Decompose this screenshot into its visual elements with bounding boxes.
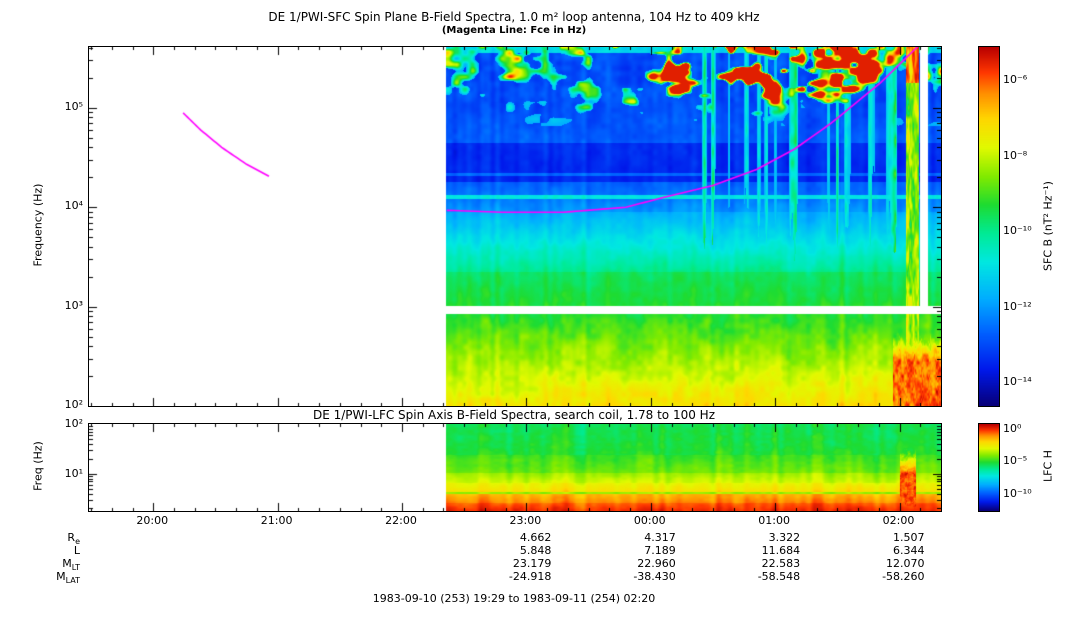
sfc-cbar-tick--6: 10⁻⁶ [1003, 73, 1028, 86]
ephemeris-value: -24.918 [508, 570, 552, 583]
ephemeris-value: 7.189 [644, 544, 676, 557]
time-tick-00:00: 00:00 [633, 514, 666, 527]
lfc-spectrogram-canvas [89, 424, 941, 511]
ephemeris-value: -58.260 [882, 570, 925, 583]
time-tick-21:00: 21:00 [260, 514, 293, 527]
ephemeris-value: 23.179 [512, 557, 552, 570]
ephemeris-value: 4.317 [644, 531, 676, 544]
lfc-cbar-tick-0: 10⁰ [1003, 421, 1022, 435]
ephemeris-value: 22.583 [761, 557, 801, 570]
ephemeris-value: 3.322 [768, 531, 801, 544]
lfc-colorbar-label: LFC H [1041, 450, 1055, 482]
ephemeris-value: -38.430 [633, 570, 676, 583]
ephemeris-value: 6.344 [893, 544, 925, 557]
sfc-ytick-3: 10³ [64, 298, 83, 312]
sfc-y-axis-label: Frequency (Hz) [31, 183, 45, 267]
lfc-colorbar-canvas [979, 424, 999, 511]
time-range-footer: 1983-09-10 (253) 19:29 to 1983-09-11 (25… [372, 592, 656, 605]
ephemeris-value: 1.507 [893, 531, 925, 544]
sfc-ytick-4: 10⁴ [64, 199, 83, 213]
sfc-ytick-2: 10² [64, 398, 83, 411]
time-tick-22:00: 22:00 [385, 514, 417, 527]
lfc-cbar-tick--5: 10⁻⁵ [1003, 454, 1028, 468]
ephemeris-value: 11.684 [761, 544, 801, 557]
lfc-colorbar [978, 423, 1000, 512]
ephemeris-row-label-MLAT: MLAT [56, 570, 80, 586]
sfc-colorbar [978, 46, 1000, 407]
time-tick-01:00: 01:00 [758, 514, 790, 527]
time-tick-02:00: 02:00 [882, 514, 915, 527]
ephemeris-value: -58.548 [757, 570, 801, 583]
sfc-cbar-tick--14: 10⁻¹⁴ [1003, 375, 1032, 389]
ephemeris-row-label-MLT: MLT [62, 557, 80, 573]
sfc-spectrogram-panel [88, 46, 942, 407]
sfc-title: DE 1/PWI-SFC Spin Plane B-Field Spectra,… [268, 10, 760, 24]
ephemeris-row-label-Re: Re [67, 531, 80, 547]
ephemeris-value: 4.662 [519, 531, 552, 544]
ephemeris-value: 22.960 [637, 557, 676, 570]
ephemeris-value: 5.848 [519, 544, 552, 557]
time-tick-23:00: 23:00 [509, 514, 542, 527]
sfc-subtitle: (Magenta Line: Fce in Hz) [441, 25, 587, 36]
lfc-ytick-2: 10² [64, 417, 83, 430]
lfc-title: DE 1/PWI-LFC Spin Axis B-Field Spectra, … [312, 408, 716, 422]
lfc-spectrogram-panel [88, 423, 942, 512]
sfc-colorbar-canvas [979, 47, 999, 406]
lfc-ytick-1: 10¹ [64, 466, 83, 480]
ephemeris-value: 12.070 [886, 557, 925, 570]
time-tick-20:00: 20:00 [136, 514, 169, 527]
sfc-spectrogram-canvas [89, 47, 941, 406]
lfc-cbar-tick--10: 10⁻¹⁰ [1003, 486, 1032, 500]
sfc-cbar-tick--8: 10⁻⁸ [1003, 148, 1028, 162]
ephemeris-row-label-L: L [73, 544, 80, 557]
sfc-cbar-tick--10: 10⁻¹⁰ [1003, 224, 1032, 238]
sfc-ytick-5: 10⁵ [64, 99, 83, 113]
sfc-colorbar-label: SFC B (nT² Hz⁻¹) [1041, 181, 1055, 271]
sfc-cbar-tick--12: 10⁻¹² [1003, 299, 1032, 313]
